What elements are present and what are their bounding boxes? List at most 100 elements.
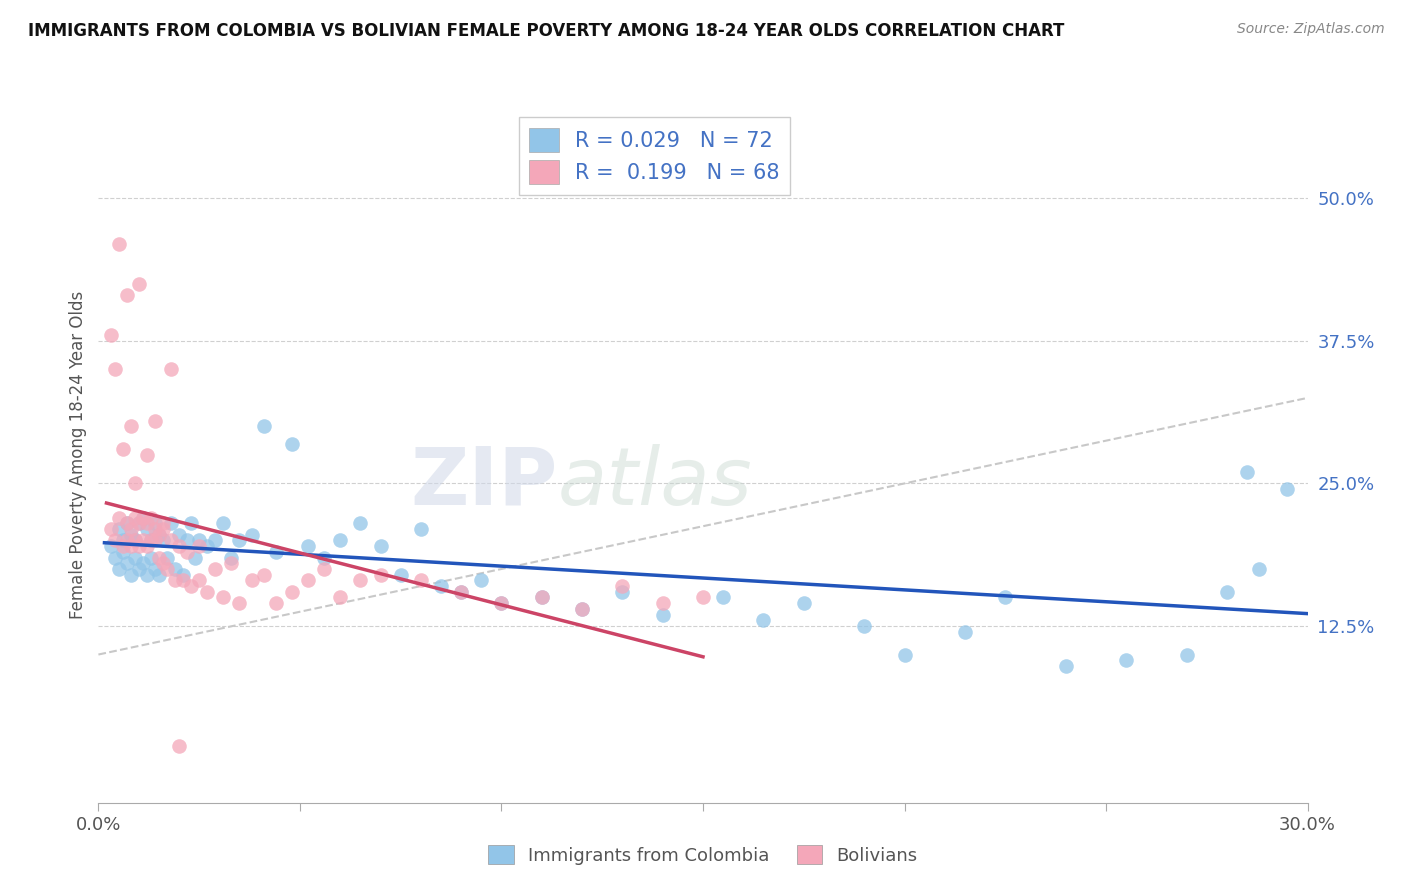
Point: [115, 288, 138, 302]
Point: [143, 522, 166, 536]
Point: [148, 528, 170, 542]
Point: [180, 516, 202, 531]
Point: [711, 591, 734, 605]
Point: [120, 522, 142, 536]
Point: [124, 550, 146, 565]
Point: [430, 579, 453, 593]
Point: [253, 419, 276, 434]
Point: [1216, 584, 1239, 599]
Point: [491, 596, 513, 610]
Point: [240, 528, 263, 542]
Point: [530, 591, 553, 605]
Point: [132, 510, 155, 524]
Point: [120, 528, 142, 542]
Point: [370, 567, 392, 582]
Point: [1115, 653, 1137, 667]
Point: [1054, 659, 1077, 673]
Point: [115, 516, 138, 531]
Point: [329, 591, 352, 605]
Point: [692, 591, 714, 605]
Point: [124, 476, 146, 491]
Point: [132, 533, 155, 548]
Point: [100, 522, 122, 536]
Point: [132, 556, 155, 570]
Point: [329, 533, 352, 548]
Point: [128, 539, 150, 553]
Point: [994, 591, 1017, 605]
Point: [612, 584, 634, 599]
Point: [135, 522, 157, 536]
Point: [264, 545, 287, 559]
Point: [120, 419, 142, 434]
Point: [156, 562, 179, 576]
Point: [107, 510, 129, 524]
Y-axis label: Female Poverty Among 18-24 Year Olds: Female Poverty Among 18-24 Year Olds: [69, 291, 87, 619]
Point: [195, 584, 218, 599]
Point: [135, 567, 157, 582]
Point: [124, 533, 146, 548]
Point: [1175, 648, 1198, 662]
Point: [163, 574, 186, 588]
Point: [172, 574, 194, 588]
Point: [120, 539, 142, 553]
Point: [107, 562, 129, 576]
Point: [221, 550, 243, 565]
Point: [297, 539, 319, 553]
Point: [491, 596, 513, 610]
Point: [160, 516, 183, 531]
Point: [148, 567, 170, 582]
Point: [314, 550, 336, 565]
Point: [115, 533, 138, 548]
Point: [651, 607, 673, 622]
Point: [167, 528, 190, 542]
Point: [152, 522, 174, 536]
Point: [111, 539, 134, 553]
Text: Source: ZipAtlas.com: Source: ZipAtlas.com: [1237, 22, 1385, 37]
Point: [135, 539, 157, 553]
Text: atlas: atlas: [558, 443, 752, 522]
Text: ZIP: ZIP: [411, 443, 558, 522]
Point: [204, 533, 226, 548]
Point: [124, 510, 146, 524]
Legend: Immigrants from Colombia, Bolivians: Immigrants from Colombia, Bolivians: [479, 837, 927, 874]
Point: [167, 539, 190, 553]
Point: [111, 533, 134, 548]
Point: [111, 442, 134, 457]
Point: [793, 596, 815, 610]
Point: [450, 584, 472, 599]
Point: [152, 516, 174, 531]
Point: [188, 533, 211, 548]
Point: [212, 591, 235, 605]
Point: [103, 550, 125, 565]
Point: [893, 648, 915, 662]
Point: [297, 574, 319, 588]
Point: [349, 574, 371, 588]
Point: [180, 579, 202, 593]
Point: [148, 550, 170, 565]
Point: [120, 567, 142, 582]
Point: [148, 528, 170, 542]
Point: [160, 362, 183, 376]
Point: [204, 562, 226, 576]
Point: [450, 584, 472, 599]
Point: [139, 510, 162, 524]
Point: [651, 596, 673, 610]
Point: [107, 236, 129, 251]
Point: [143, 516, 166, 531]
Point: [571, 602, 593, 616]
Point: [143, 533, 166, 548]
Point: [409, 522, 432, 536]
Point: [281, 436, 304, 450]
Point: [264, 596, 287, 610]
Point: [228, 533, 250, 548]
Point: [107, 522, 129, 536]
Point: [167, 739, 190, 753]
Text: IMMIGRANTS FROM COLOMBIA VS BOLIVIAN FEMALE POVERTY AMONG 18-24 YEAR OLDS CORREL: IMMIGRANTS FROM COLOMBIA VS BOLIVIAN FEM…: [28, 22, 1064, 40]
Point: [156, 550, 179, 565]
Point: [253, 567, 276, 582]
Point: [103, 362, 125, 376]
Point: [530, 591, 553, 605]
Point: [103, 533, 125, 548]
Point: [132, 510, 155, 524]
Point: [152, 533, 174, 548]
